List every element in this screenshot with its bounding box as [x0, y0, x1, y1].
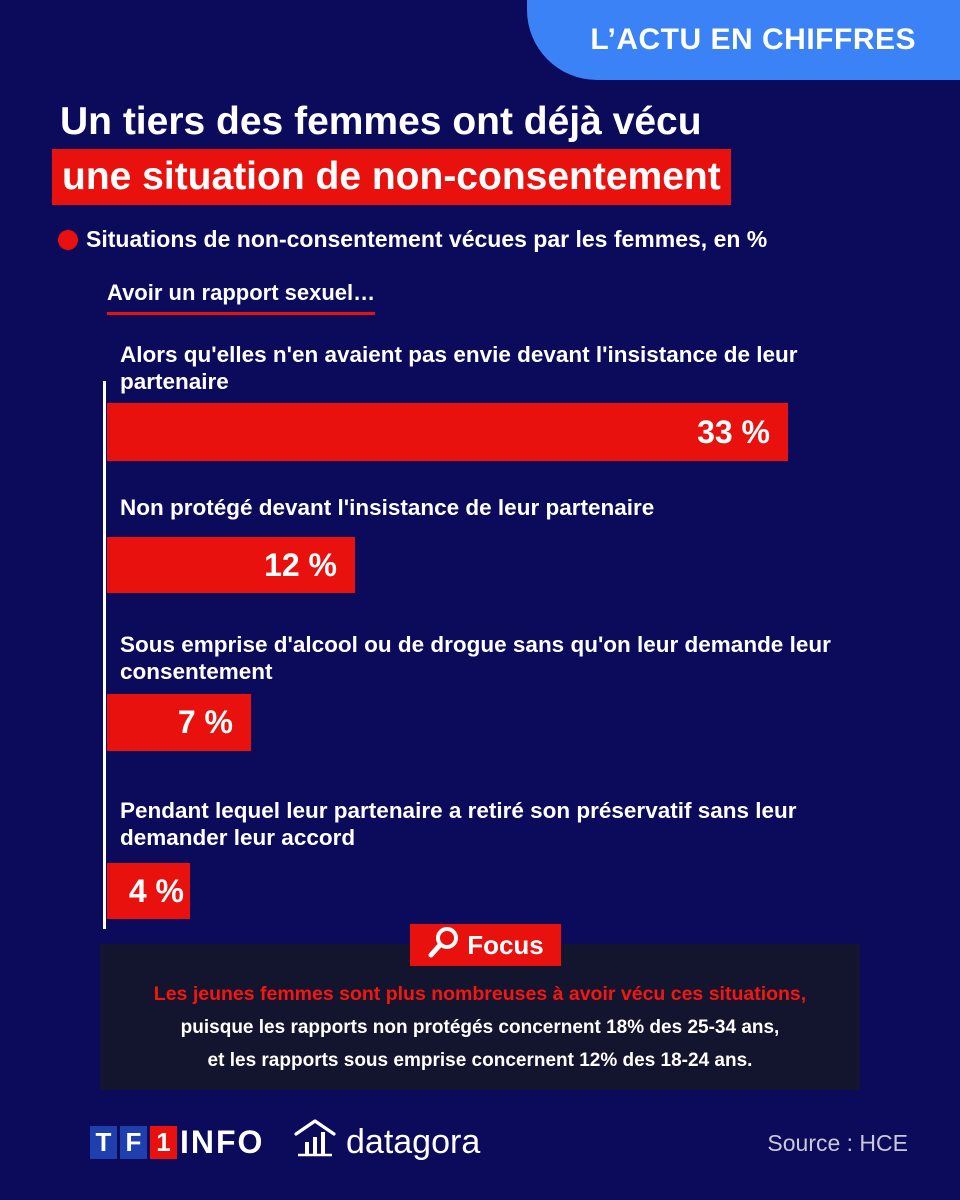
- focus-line-1: Les jeunes femmes sont plus nombreuses à…: [153, 983, 807, 1005]
- focus-tag: Focus: [410, 924, 561, 966]
- tf1-letter: 1: [150, 1126, 177, 1159]
- info-logo-text: INFO: [180, 1124, 265, 1160]
- magnifier-icon: [427, 925, 461, 966]
- category-label: Pendant lequel leur partenaire a retiré …: [120, 798, 797, 850]
- bar-value-label: 4 %: [128, 872, 184, 909]
- category-label: Sous emprise d'alcool ou de drogue sans …: [120, 632, 831, 684]
- source-text: Source : HCE: [767, 1130, 908, 1156]
- bar-value-label: 12 %: [264, 546, 337, 583]
- category-label: Non protégé devant l'insistance de leur …: [120, 495, 655, 520]
- datagora-text: datagora: [346, 1123, 481, 1161]
- bar: 12 %: [107, 537, 355, 593]
- focus-line-2: puisque les rapports non protégés concer…: [180, 1017, 780, 1038]
- chart-axis-line: [103, 381, 106, 929]
- page-title-line-2: une situation de non-consentement: [52, 149, 731, 205]
- bar: 33 %: [107, 403, 788, 461]
- tf1-letter: F: [120, 1126, 147, 1159]
- focus-box: [100, 944, 860, 1090]
- page-title-line-1: Un tiers des femmes ont déjà vécu: [60, 100, 702, 143]
- bar: 7 %: [107, 694, 251, 751]
- bullet-dot-icon: [58, 229, 78, 250]
- category-label: Alors qu'elles n'en avaient pas envie de…: [120, 342, 798, 394]
- tf1-letter: T: [90, 1126, 117, 1159]
- tf1-logo: T F 1: [90, 1126, 177, 1159]
- chart-subtitle: Situations de non-consentement vécues pa…: [58, 226, 767, 253]
- bar-value-label: 7 %: [177, 704, 233, 740]
- focus-tag-label: Focus: [467, 929, 544, 960]
- group-label: Avoir un rapport sexuel…: [107, 280, 376, 315]
- datagora-logo: datagora: [294, 1118, 480, 1167]
- chart-title: Situations de non-consentement vécues pa…: [86, 226, 768, 252]
- house-chart-icon: [294, 1118, 336, 1167]
- bar-value-label: 33 %: [697, 413, 770, 450]
- focus-text: Les jeunes femmes sont plus nombreuses à…: [100, 978, 860, 1077]
- focus-line-3: et les rapports sous emprise concernent …: [207, 1050, 753, 1071]
- section-badge: L’ACTU EN CHIFFRES: [527, 0, 960, 80]
- bar: 4 %: [107, 863, 190, 919]
